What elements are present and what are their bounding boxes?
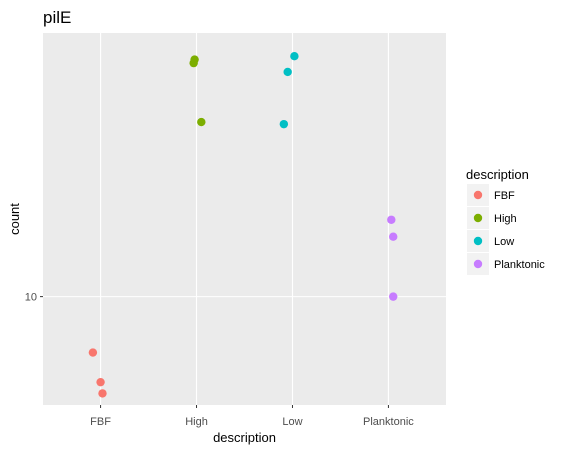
legend-title: description: [466, 167, 529, 182]
legend-label: Planktonic: [494, 259, 545, 271]
data-point: [88, 348, 98, 357]
x-tick-label: Planktonic: [363, 416, 414, 428]
legend: description FBF High Low Planktonic: [466, 167, 545, 275]
x-tick-label: Low: [282, 416, 302, 428]
data-point: [98, 389, 107, 398]
data-point: [190, 55, 199, 64]
data-point: [290, 51, 299, 61]
legend-label: FBF: [494, 190, 515, 202]
x-tick-label: High: [185, 416, 208, 428]
gridlines: [43, 33, 446, 405]
data-points: [88, 51, 398, 398]
x-tick-label: FBF: [90, 416, 111, 428]
data-point: [279, 119, 289, 129]
data-point: [197, 117, 206, 127]
y-axis-ticks: 10: [25, 292, 43, 304]
y-tick-label: 10: [25, 292, 37, 304]
data-point: [96, 377, 105, 387]
x-axis-title: description: [213, 430, 276, 445]
legend-marker: [473, 213, 483, 223]
legend-label: Low: [494, 236, 514, 248]
data-point: [387, 215, 396, 224]
legend-marker: [473, 259, 483, 269]
data-point: [389, 292, 398, 301]
legend-marker: [473, 190, 483, 200]
x-axis-ticks: FBF High Low Planktonic: [90, 405, 414, 428]
plot-panel: [43, 33, 446, 405]
data-point: [389, 232, 398, 241]
chart-title: pilE: [43, 8, 71, 27]
data-point: [283, 67, 292, 77]
legend-label: High: [494, 213, 517, 225]
legend-marker: [473, 236, 483, 246]
y-axis-title: count: [7, 203, 22, 235]
